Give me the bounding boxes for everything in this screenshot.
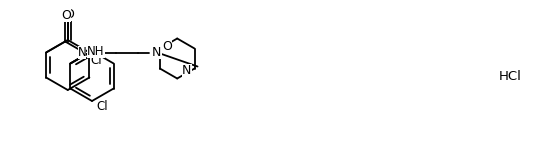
Text: N: N [152,46,162,59]
Text: O: O [162,40,172,53]
Text: HCl: HCl [499,69,521,83]
Text: NH: NH [87,45,105,58]
Text: Cl: Cl [90,54,101,67]
Text: O: O [61,9,71,22]
Text: O: O [64,7,74,21]
Text: Cl: Cl [96,100,107,114]
Text: N: N [78,46,86,59]
Text: N: N [182,64,192,77]
